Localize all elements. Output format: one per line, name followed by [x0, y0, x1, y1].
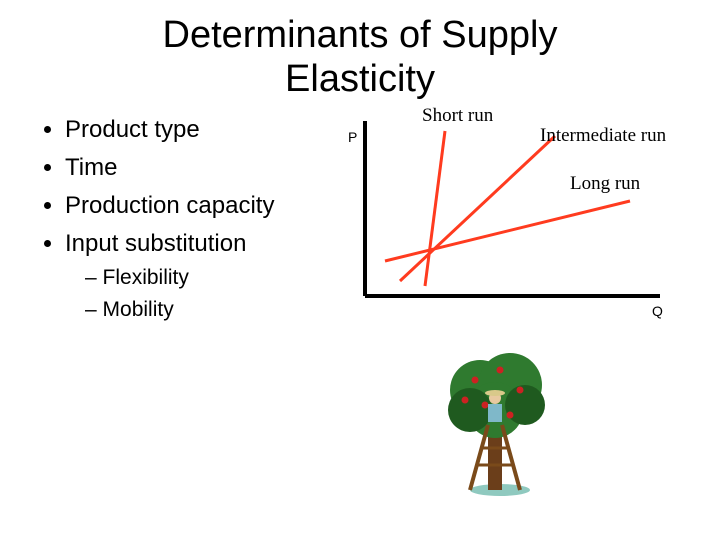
foliage-dark	[505, 385, 545, 425]
apple-icon	[517, 387, 524, 394]
label-long-run: Long run	[570, 173, 640, 195]
long-run-line	[385, 201, 630, 261]
bullet-item: Time	[65, 149, 340, 187]
bullet-text: Input substitution	[65, 230, 246, 257]
y-axis-label: P	[348, 129, 357, 145]
supply-chart: P Q Short run Intermediate run Long run	[340, 111, 700, 331]
sub-bullet-item: Flexibility	[85, 262, 340, 294]
sub-bullet-item: Mobility	[85, 294, 340, 326]
foliage-dark	[448, 388, 492, 432]
apple-icon	[507, 412, 514, 419]
apple-icon	[497, 367, 504, 374]
person-body	[488, 404, 502, 422]
x-axis-label: Q	[652, 303, 663, 319]
title-line-2: Elasticity	[285, 58, 435, 100]
bullets-column: Product type Time Production capacity In…	[40, 111, 340, 331]
bullet-list: Product type Time Production capacity In…	[40, 111, 340, 331]
apple-tree-clipart	[430, 340, 560, 500]
sub-bullet-list: Flexibility Mobility	[65, 262, 340, 326]
title-line-1: Determinants of Supply	[163, 14, 558, 56]
short-run-line	[425, 131, 445, 286]
slide-title: Determinants of Supply Elasticity	[0, 0, 720, 101]
person-hat	[485, 390, 505, 396]
apple-icon	[462, 397, 469, 404]
intermediate-run-line	[400, 136, 555, 281]
bullet-item: Input substitution Flexibility Mobility	[65, 225, 340, 331]
label-intermediate-run: Intermediate run	[540, 125, 666, 147]
apple-icon	[482, 402, 489, 409]
content-area: Product type Time Production capacity In…	[0, 101, 720, 331]
bullet-item: Production capacity	[65, 187, 340, 225]
ladder	[470, 425, 488, 490]
apple-icon	[472, 377, 479, 384]
ladder	[502, 425, 520, 490]
bullet-item: Product type	[65, 111, 340, 149]
label-short-run: Short run	[422, 105, 493, 127]
